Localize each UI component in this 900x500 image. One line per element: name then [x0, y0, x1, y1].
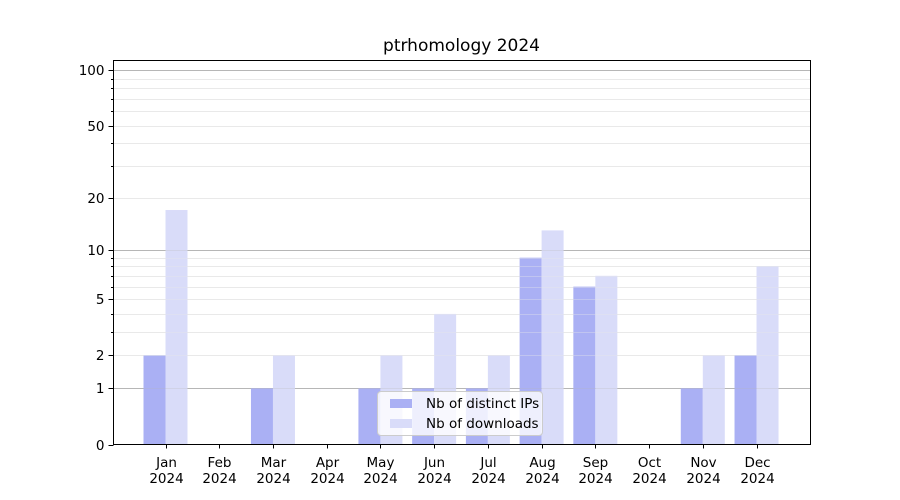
y-tick-label-20: 20: [87, 191, 104, 207]
bar-downloads-nov: [702, 355, 725, 445]
bar-ips-nov: [680, 388, 703, 445]
chart-title: ptrhomology 2024: [383, 36, 540, 56]
y-tick-label-5: 5: [96, 292, 105, 308]
x-tick-label-jul: Jul 2024: [471, 455, 505, 487]
y-tick-label-2: 2: [96, 348, 105, 364]
bar-ips-mar: [250, 388, 273, 445]
x-tick-label-apr: Apr 2024: [310, 455, 344, 487]
legend-label-downloads: Nb of downloads: [426, 415, 539, 432]
legend-swatch-distinct-ips: [390, 399, 412, 408]
x-tick-label-oct: Oct 2024: [632, 455, 666, 487]
x-tick-label-nov: Nov 2024: [686, 455, 720, 487]
y-tick-label-10: 10: [87, 243, 104, 259]
y-tick-label-100: 100: [79, 63, 105, 79]
bar-ips-dec: [734, 355, 757, 445]
bar-ips-may: [358, 388, 381, 445]
y-tick-label-50: 50: [87, 119, 104, 135]
legend-item-distinct-ips: Nb of distinct IPs: [386, 396, 539, 412]
x-tick-label-dec: Dec 2024: [740, 455, 774, 487]
legend: Nb of distinct IPs Nb of downloads: [377, 391, 543, 436]
y-tick-label-0: 0: [96, 438, 105, 454]
x-tick-label-jun: Jun 2024: [417, 455, 451, 487]
legend-swatch-downloads: [390, 419, 412, 428]
bar-downloads-jan: [165, 210, 188, 445]
x-tick-label-jan: Jan 2024: [149, 455, 183, 487]
bar-downloads-dec: [756, 266, 779, 445]
x-tick-label-may: May 2024: [363, 455, 397, 487]
y-tick-label-1: 1: [96, 381, 105, 397]
plot-border: [113, 60, 811, 445]
bar-downloads-mar: [272, 355, 295, 445]
bar-ips-sep: [573, 286, 596, 445]
bar-downloads-sep: [595, 275, 618, 445]
x-tick-label-feb: Feb 2024: [202, 455, 236, 487]
bar-ips-jan: [143, 355, 166, 445]
x-tick-label-aug: Aug 2024: [525, 455, 559, 487]
legend-label-distinct-ips: Nb of distinct IPs: [426, 395, 540, 412]
x-tick-label-sep: Sep 2024: [578, 455, 612, 487]
x-tick-label-mar: Mar 2024: [256, 455, 290, 487]
legend-item-downloads: Nb of downloads: [386, 416, 539, 432]
bar-downloads-aug: [541, 230, 564, 445]
